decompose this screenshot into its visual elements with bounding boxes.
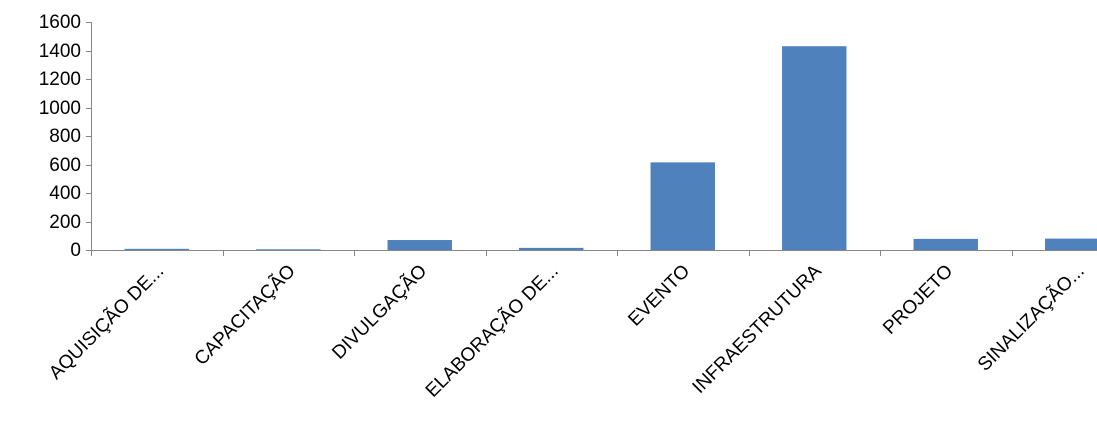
bar [913, 238, 978, 250]
bar [256, 249, 321, 250]
y-axis-labels: 0 200 400 600 800 1000 1200 1400 1600 [39, 12, 81, 261]
bar [124, 248, 189, 250]
bar [1045, 238, 1097, 250]
x-tick-label: ELABORAÇÃO DE... [421, 260, 563, 402]
bar [387, 240, 452, 250]
x-tick-label: AQUISIÇÃO DE... [44, 260, 168, 384]
y-tick-label: 1400 [39, 41, 81, 62]
y-tick-label: 1200 [39, 69, 81, 90]
y-tick-label: 800 [49, 126, 81, 147]
x-axis-labels: AQUISIÇÃO DE... CAPACITAÇÃO DIVULGAÇÃOELAB… [44, 260, 1088, 402]
y-axis-ticks [86, 22, 91, 251]
y-tick-label: 200 [49, 212, 81, 233]
bar [782, 46, 847, 250]
y-tick-label: 600 [49, 155, 81, 176]
x-tick-label: PROJETO [879, 261, 957, 339]
bars [124, 46, 1097, 250]
bar [519, 247, 584, 250]
y-tick-label: 0 [70, 240, 81, 261]
y-tick-label: 400 [49, 183, 81, 204]
y-tick-label: 1600 [39, 12, 81, 33]
y-tick-label: 1000 [39, 98, 81, 119]
x-tick-label: EVENTO [624, 261, 694, 331]
x-tick-label: INFRAESTRUTURA [689, 260, 826, 397]
x-tick-label: CAPACITAÇÃO [190, 260, 300, 370]
bar [650, 162, 715, 250]
x-tick-label: DIVULGAÇÃO [328, 260, 432, 364]
x-tick-label: SINALIZAÇÃO... [973, 260, 1089, 376]
